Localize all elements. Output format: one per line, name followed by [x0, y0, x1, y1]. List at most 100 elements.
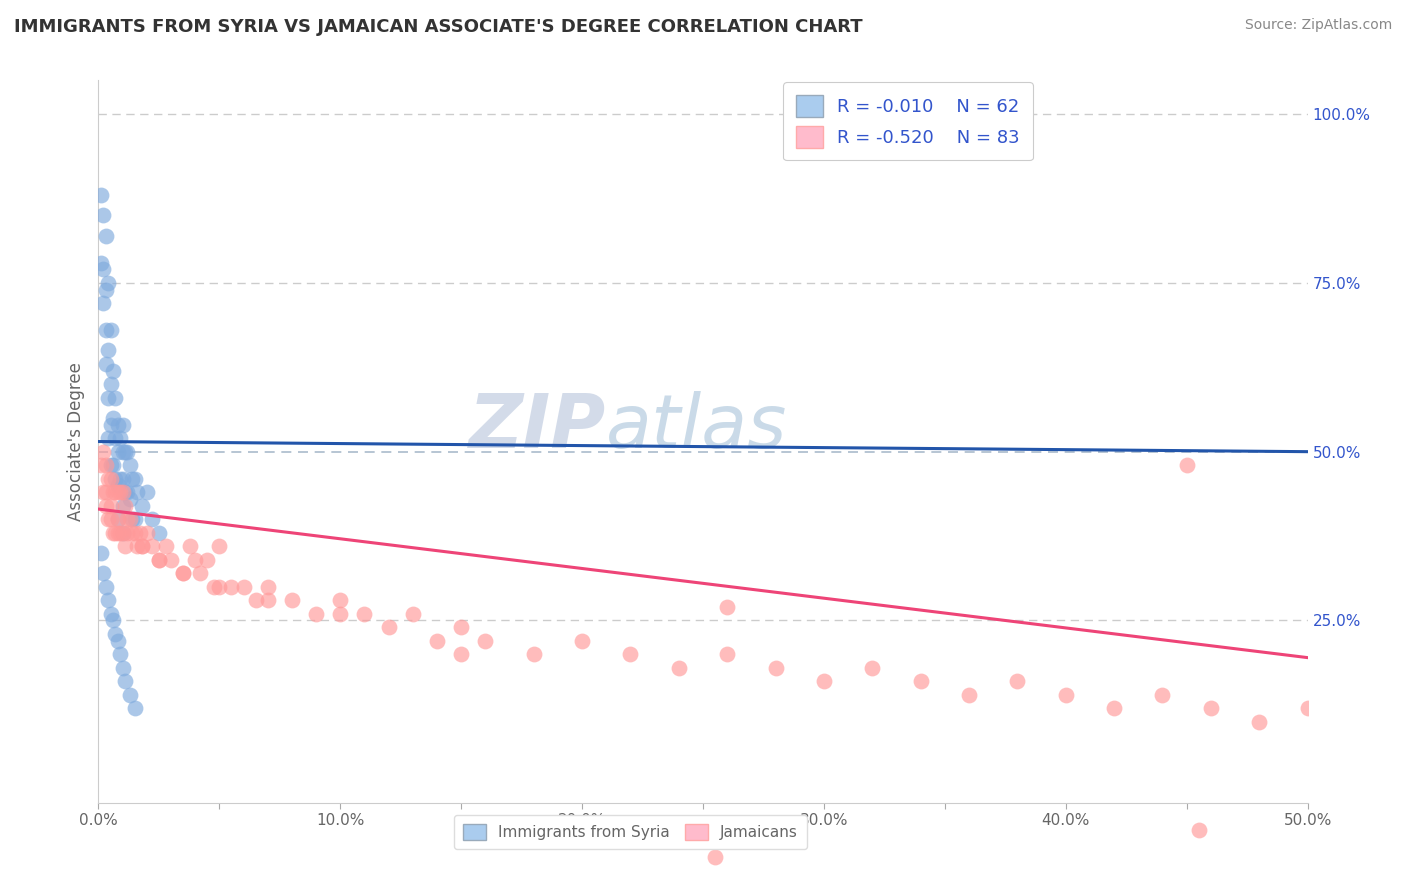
- Point: [97, 593, 120, 607]
- Point: [135, 525, 157, 540]
- Point: [245, 593, 267, 607]
- Point: [121, 512, 143, 526]
- Point: [111, 661, 134, 675]
- Point: [131, 499, 153, 513]
- Point: [97, 343, 120, 358]
- Point: [108, 647, 131, 661]
- Point: [91, 444, 114, 458]
- Point: [101, 411, 124, 425]
- Point: [108, 472, 131, 486]
- Point: [94, 499, 117, 513]
- Point: [100, 458, 122, 472]
- Point: [114, 539, 136, 553]
- Point: [117, 485, 139, 500]
- Point: [101, 525, 124, 540]
- Point: [148, 552, 170, 566]
- Point: [305, 607, 328, 621]
- Point: [188, 566, 211, 581]
- Point: [97, 391, 120, 405]
- Point: [111, 525, 134, 540]
- Legend: Immigrants from Syria, Jamaicans: Immigrants from Syria, Jamaicans: [454, 815, 807, 849]
- Point: [107, 512, 129, 526]
- Point: [117, 525, 139, 540]
- Point: [155, 539, 177, 553]
- Point: [813, 674, 835, 689]
- Point: [108, 525, 131, 540]
- Point: [402, 607, 425, 621]
- Point: [135, 485, 157, 500]
- Point: [104, 391, 127, 405]
- Point: [100, 472, 122, 486]
- Point: [90, 255, 112, 269]
- Point: [94, 283, 117, 297]
- Point: [104, 627, 127, 641]
- Point: [127, 485, 149, 500]
- Point: [101, 458, 124, 472]
- Point: [127, 539, 149, 553]
- Point: [377, 620, 399, 634]
- Point: [256, 580, 278, 594]
- Point: [910, 674, 932, 689]
- Point: [107, 444, 129, 458]
- Point: [104, 525, 127, 540]
- Point: [124, 525, 146, 540]
- Point: [281, 593, 304, 607]
- Point: [91, 208, 114, 222]
- Point: [860, 661, 883, 675]
- Point: [1175, 458, 1198, 472]
- Point: [107, 478, 129, 492]
- Point: [172, 566, 194, 581]
- Point: [94, 485, 117, 500]
- Point: [131, 539, 153, 553]
- Point: [100, 512, 122, 526]
- Point: [90, 458, 112, 472]
- Point: [221, 580, 243, 594]
- Point: [668, 661, 690, 675]
- Point: [208, 580, 231, 594]
- Point: [232, 580, 254, 594]
- Point: [765, 661, 787, 675]
- Point: [450, 620, 472, 634]
- Point: [121, 525, 143, 540]
- Point: [716, 599, 738, 614]
- Point: [97, 512, 120, 526]
- Point: [111, 417, 134, 432]
- Point: [114, 674, 136, 689]
- Point: [124, 701, 146, 715]
- Point: [111, 472, 134, 486]
- Point: [353, 607, 375, 621]
- Point: [1152, 688, 1174, 702]
- Point: [90, 546, 112, 560]
- Point: [1199, 701, 1222, 715]
- Point: [118, 491, 141, 506]
- Point: [523, 647, 546, 661]
- Point: [118, 458, 141, 472]
- Point: [117, 512, 139, 526]
- Text: Source: ZipAtlas.com: Source: ZipAtlas.com: [1244, 18, 1392, 32]
- Point: [107, 512, 129, 526]
- Point: [111, 485, 134, 500]
- Point: [107, 417, 129, 432]
- Point: [104, 485, 127, 500]
- Point: [94, 458, 117, 472]
- Point: [124, 512, 146, 526]
- Text: atlas: atlas: [606, 391, 787, 463]
- Point: [111, 444, 134, 458]
- Point: [97, 472, 120, 486]
- Point: [474, 633, 496, 648]
- Point: [91, 262, 114, 277]
- Point: [148, 552, 170, 566]
- Point: [450, 647, 472, 661]
- Point: [131, 539, 153, 553]
- Point: [100, 499, 122, 513]
- Point: [141, 512, 163, 526]
- Point: [107, 525, 129, 540]
- Point: [619, 647, 641, 661]
- Point: [195, 552, 218, 566]
- Point: [148, 525, 170, 540]
- Point: [91, 485, 114, 500]
- Point: [94, 580, 117, 594]
- Point: [118, 512, 141, 526]
- Point: [94, 323, 117, 337]
- Point: [114, 499, 136, 513]
